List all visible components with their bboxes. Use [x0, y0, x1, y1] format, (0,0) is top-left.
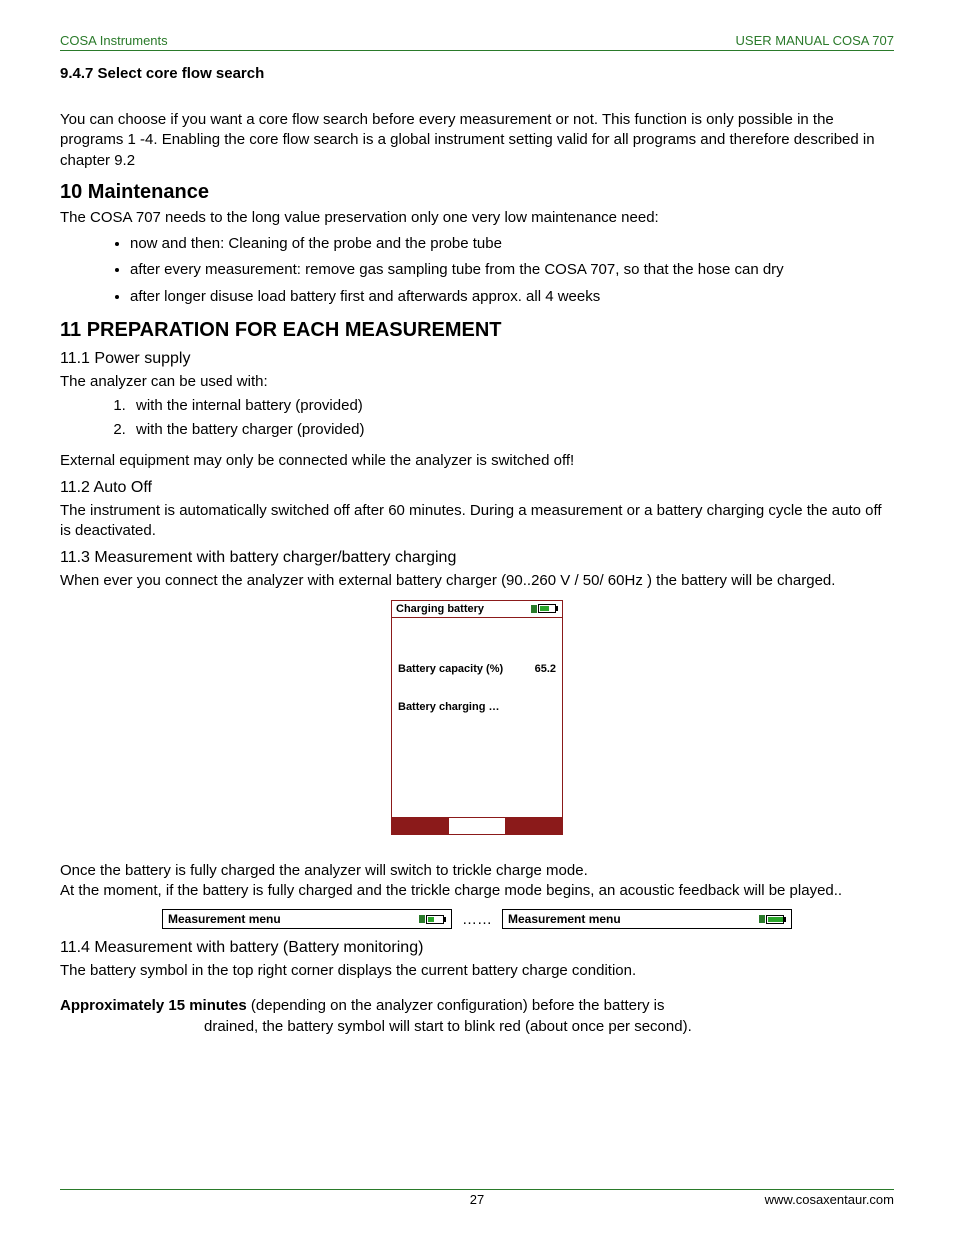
device-foot-right — [505, 817, 562, 834]
heading-9-4-7: 9.4.7 Select core flow search — [60, 65, 894, 82]
list-item: with the internal battery (provided) — [130, 396, 894, 416]
para-11-3-intro: When ever you connect the analyzer with … — [60, 571, 894, 591]
maintenance-list: now and then: Cleaning of the probe and … — [60, 234, 894, 307]
menubar-label: Measurement menu — [508, 912, 621, 926]
header-bar: COSA Instruments USER MANUAL COSA 707 — [60, 33, 894, 51]
battery-full-icon — [759, 915, 786, 924]
device-footer: forward — [392, 817, 562, 834]
approx-rest1: (depending on the analyzer configuration… — [247, 997, 665, 1014]
approx-rest2: drained, the battery symbol will start t… — [60, 1017, 894, 1037]
capacity-label: Battery capacity (%) — [398, 663, 503, 675]
para-11-3-after2: At the moment, if the battery is fully c… — [60, 881, 894, 901]
device-foot-center: forward — [449, 817, 506, 834]
power-supply-list: with the internal battery (provided) wit… — [60, 396, 894, 441]
para-11-2: The instrument is automatically switched… — [60, 501, 894, 542]
ellipsis: …… — [462, 911, 492, 928]
menubar-label: Measurement menu — [168, 912, 281, 926]
capacity-value: 65.2 — [535, 663, 556, 675]
para-11-4-approx: Approximately 15 minutes (depending on t… — [60, 996, 894, 1037]
approx-bold: Approximately 15 minutes — [60, 997, 247, 1014]
menubar-left: Measurement menu — [162, 909, 452, 929]
heading-10: 10 Maintenance — [60, 181, 894, 204]
para-10-intro: The COSA 707 needs to the long value pre… — [60, 208, 894, 228]
heading-11-2: 11.2 Auto Off — [60, 479, 894, 497]
list-item: after longer disuse load battery first a… — [130, 287, 894, 307]
header-right: USER MANUAL COSA 707 — [736, 33, 894, 48]
battery-charging-icon — [531, 604, 558, 613]
device-titlebar: Charging battery — [392, 601, 562, 618]
device-title: Charging battery — [396, 603, 484, 615]
battery-icon — [419, 915, 446, 924]
device-foot-left — [392, 817, 449, 834]
menubar-row: Measurement menu …… Measurement menu — [60, 909, 894, 929]
para-9-4-7: You can choose if you want a core flow s… — [60, 110, 894, 171]
para-11-1-outro: External equipment may only be connected… — [60, 451, 894, 471]
device-body: Battery capacity (%) 65.2 Battery chargi… — [392, 618, 562, 817]
heading-11: 11 PREPARATION FOR EACH MEASUREMENT — [60, 319, 894, 342]
heading-11-1: 11.1 Power supply — [60, 350, 894, 368]
header-left: COSA Instruments — [60, 33, 168, 48]
para-11-4-1: The battery symbol in the top right corn… — [60, 961, 894, 981]
list-item: with the battery charger (provided) — [130, 420, 894, 440]
heading-11-3: 11.3 Measurement with battery charger/ba… — [60, 549, 894, 567]
para-11-1-intro: The analyzer can be used with: — [60, 372, 894, 392]
para-11-3-after1: Once the battery is fully charged the an… — [60, 861, 894, 881]
menubar-right: Measurement menu — [502, 909, 792, 929]
charging-status: Battery charging … — [398, 701, 556, 713]
device-screen-charging: Charging battery Battery capacity (%) 65… — [391, 600, 563, 835]
manual-page: COSA Instruments USER MANUAL COSA 707 9.… — [0, 0, 954, 1235]
footer-bar: 27 www.cosaxentaur.com — [60, 1189, 894, 1207]
list-item: after every measurement: remove gas samp… — [130, 260, 894, 280]
list-item: now and then: Cleaning of the probe and … — [130, 234, 894, 254]
page-number: 27 — [60, 1192, 894, 1207]
heading-11-4: 11.4 Measurement with battery (Battery m… — [60, 939, 894, 957]
